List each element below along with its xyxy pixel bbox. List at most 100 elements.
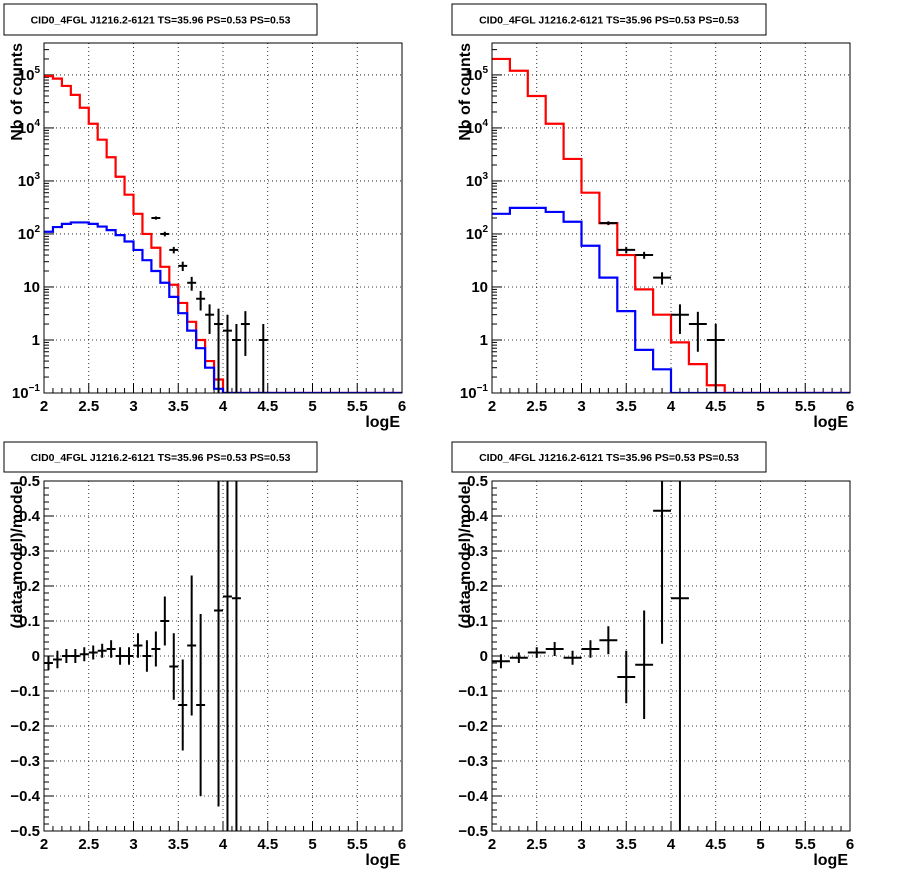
x-axis-label: logE bbox=[365, 414, 400, 431]
data-point bbox=[653, 481, 671, 644]
y-axis-label: Nb of counts bbox=[9, 43, 26, 141]
x-tick-label: 5.5 bbox=[795, 836, 816, 853]
data-point bbox=[124, 647, 134, 665]
data-point bbox=[223, 481, 232, 831]
y-tick-label: 10−1 bbox=[460, 383, 489, 402]
title-box bbox=[451, 3, 767, 36]
data-point bbox=[88, 645, 98, 660]
y-axis-label: (data-model)/model bbox=[457, 481, 474, 629]
x-tick-label: 5 bbox=[308, 836, 316, 853]
data-point bbox=[527, 647, 546, 658]
y-tick-label: 10−1 bbox=[12, 383, 41, 402]
data-point bbox=[223, 314, 232, 393]
data-point bbox=[133, 633, 143, 658]
data-point bbox=[151, 216, 161, 220]
data-point bbox=[160, 231, 170, 237]
x-tick-label: 4 bbox=[667, 398, 676, 415]
x-tick-label: 2 bbox=[488, 836, 496, 853]
y-tick-label: 0.2 bbox=[19, 578, 40, 595]
chart-panel-1: 2 2.5 3 3.5 4 4.5 5 5.5 6 10−1 1 10 102 103 104 105 logE… bbox=[3, 3, 406, 431]
data-point bbox=[688, 311, 707, 352]
x-axis-label: logE bbox=[365, 852, 400, 869]
y-axis-label: (data-model)/model bbox=[9, 481, 26, 629]
y-tick-label: 10 bbox=[471, 279, 488, 296]
x-tick-label: 5 bbox=[756, 398, 764, 415]
y-tick-label: 105 bbox=[18, 65, 41, 84]
x-tick-label: 5.5 bbox=[795, 398, 816, 415]
x-tick-label: 2 bbox=[40, 836, 48, 853]
x-tick-label: 4 bbox=[667, 836, 676, 853]
chart-title: CID0_4FGL J1216.2-6121 TS=35.96 PS=0.53 … bbox=[479, 15, 739, 27]
data-point bbox=[187, 575, 197, 716]
data-point bbox=[635, 251, 654, 259]
x-tick-label: 3.5 bbox=[616, 836, 637, 853]
x-tick-label: 2.5 bbox=[526, 398, 547, 415]
y-tick-label: 0.5 bbox=[19, 473, 40, 490]
axes bbox=[43, 42, 403, 394]
y-tick-label: 102 bbox=[466, 224, 489, 243]
x-tick-label: 3 bbox=[129, 836, 137, 853]
chart-title: CID0_4FGL J1216.2-6121 TS=35.96 PS=0.53 … bbox=[479, 452, 739, 464]
y-tick-label: −0.3 bbox=[10, 753, 40, 770]
data-point bbox=[178, 261, 188, 272]
grid bbox=[491, 480, 851, 832]
x-tick-label: 2.5 bbox=[78, 398, 99, 415]
x-tick-label: 5 bbox=[756, 836, 764, 853]
y-tick-label: 104 bbox=[466, 118, 489, 137]
y-tick-label: −0.2 bbox=[458, 718, 488, 735]
data-point bbox=[178, 659, 188, 751]
data-point bbox=[115, 647, 125, 665]
x-axis-label: logE bbox=[813, 852, 848, 869]
data-point bbox=[635, 610, 654, 719]
y-tick-label: −0.5 bbox=[10, 823, 40, 840]
x-tick-label: 4.5 bbox=[257, 398, 278, 415]
x-tick-label: 6 bbox=[398, 398, 406, 415]
data-point bbox=[44, 656, 53, 670]
series-2-histogram bbox=[492, 206, 850, 393]
data-point bbox=[214, 481, 223, 807]
data-point bbox=[509, 652, 528, 663]
data-point bbox=[214, 308, 223, 393]
data-point bbox=[581, 640, 600, 658]
data-point bbox=[205, 304, 215, 334]
x-tick-label: 4 bbox=[219, 398, 228, 415]
data-point bbox=[599, 626, 618, 655]
data-point bbox=[492, 654, 510, 669]
plot-area bbox=[492, 481, 689, 831]
plot-frame bbox=[491, 480, 851, 832]
y-axis-label: Nb of counts bbox=[457, 43, 474, 141]
y-tick-label: −0.1 bbox=[10, 683, 40, 700]
chart-title: CID0_4FGL J1216.2-6121 TS=35.96 PS=0.53 … bbox=[31, 15, 291, 27]
title-box bbox=[3, 3, 318, 36]
plot-area bbox=[44, 481, 241, 831]
y-tick-label: 0 bbox=[480, 648, 488, 665]
y-tick-label: 103 bbox=[466, 171, 489, 190]
title-box bbox=[451, 441, 767, 473]
x-tick-label: 2 bbox=[40, 398, 48, 415]
x-axis-label: logE bbox=[813, 414, 848, 431]
chart-panel-2: 2 2.5 3 3.5 4 4.5 5 5.5 6 10−1 1 10 102 103 104 105 logE… bbox=[451, 3, 854, 431]
y-tick-label: 105 bbox=[466, 65, 489, 84]
grid bbox=[43, 480, 403, 832]
y-tick-label: 104 bbox=[18, 118, 41, 137]
y-tick-label: 1 bbox=[32, 332, 40, 349]
x-tick-label: 3.5 bbox=[168, 836, 189, 853]
chart-panel-4: 2 2.5 3 3.5 4 4.5 5 5.5 6 −0.5 −0.4 −0.3 −0.2 −0.1 0 0.… bbox=[451, 441, 854, 869]
y-tick-label: 1 bbox=[480, 332, 488, 349]
y-tick-label: −0.1 bbox=[458, 683, 488, 700]
data-point bbox=[617, 246, 636, 254]
y-tick-label: 0.3 bbox=[19, 543, 40, 560]
x-tick-label: 4.5 bbox=[705, 398, 726, 415]
grid bbox=[43, 43, 403, 394]
data-point bbox=[106, 640, 116, 658]
y-tick-label: 102 bbox=[18, 224, 41, 243]
data-point bbox=[169, 246, 179, 254]
data-point bbox=[617, 650, 636, 704]
plot-frame bbox=[43, 480, 403, 832]
data-point bbox=[52, 650, 62, 669]
y-tick-label: 103 bbox=[18, 171, 41, 190]
chart-panel-3: 2 2.5 3 3.5 4 4.5 5 5.5 6 −0.5 −0.4 −0.3 −0.2 −0.1 0 0.… bbox=[3, 441, 406, 869]
x-tick-label: 3.5 bbox=[616, 398, 637, 415]
data-point bbox=[258, 324, 268, 393]
